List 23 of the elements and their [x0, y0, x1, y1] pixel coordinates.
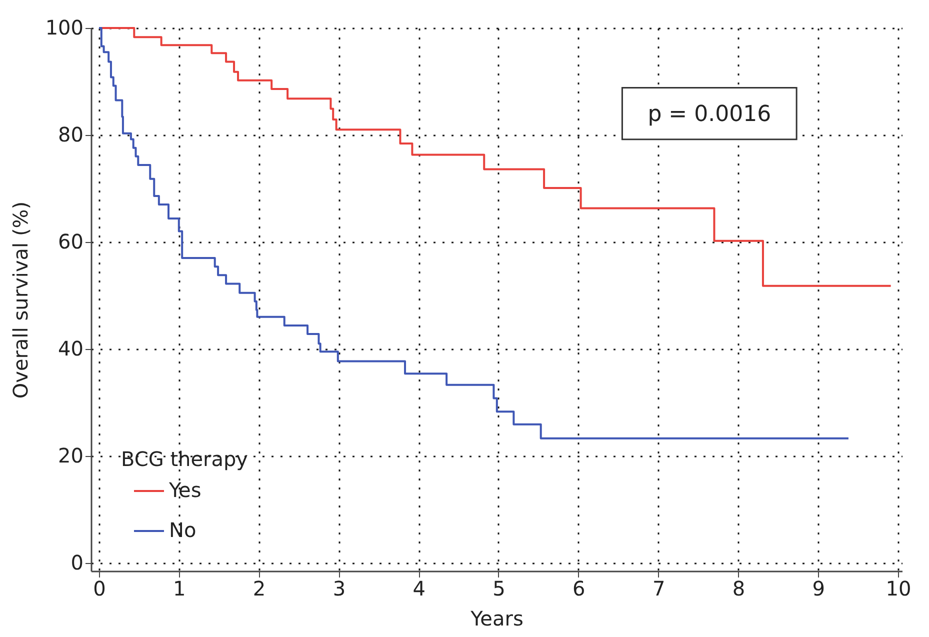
legend-label: Yes	[168, 478, 202, 502]
y-tick-label: 40	[58, 336, 84, 360]
x-tick-label: 3	[332, 576, 346, 600]
x-tick-label: 2	[252, 576, 266, 600]
x-tick-label: 5	[492, 576, 506, 600]
x-tick-label: 6	[572, 576, 586, 600]
y-tick-label: 20	[58, 443, 84, 468]
x-tick-label: 0	[93, 576, 106, 600]
x-axis-title: Years	[470, 606, 524, 630]
y-tick-label: 80	[58, 122, 84, 146]
legend-label: No	[169, 518, 196, 542]
y-tick-label: 0	[70, 550, 84, 574]
legend-title: BCG therapy	[121, 447, 248, 471]
annotation: p = 0.0016	[648, 102, 772, 127]
x-tick-label: 7	[652, 576, 666, 600]
x-tick-label: 10	[886, 576, 912, 600]
x-tick-label: 4	[412, 576, 426, 600]
x-tick-label: 1	[173, 576, 186, 600]
y-tick-label: 100	[45, 16, 84, 40]
x-tick-label: 9	[812, 576, 825, 600]
y-tick-label: 60	[58, 229, 84, 254]
x-tick-label: 8	[732, 576, 746, 600]
y-axis-title: Overall survival (%)	[8, 201, 32, 399]
